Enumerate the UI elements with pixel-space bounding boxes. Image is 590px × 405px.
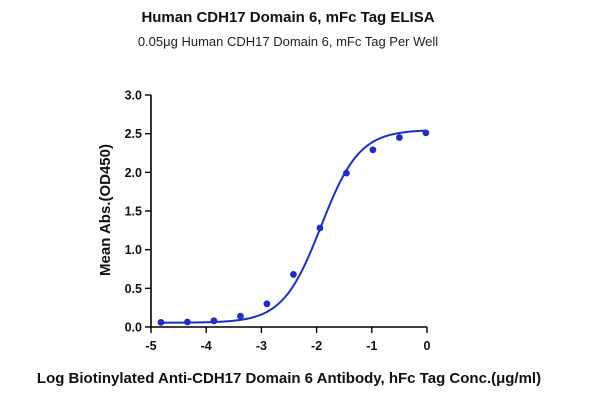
y-axis-title: Mean Abs.(OD450) — [97, 144, 114, 276]
data-point — [210, 317, 218, 325]
y-tick-label: 2.5 — [125, 127, 142, 141]
y-tick-label: 1.5 — [125, 205, 142, 219]
data-point — [343, 169, 350, 177]
data-point — [316, 224, 324, 232]
x-tick-label: 0 — [424, 339, 431, 353]
y-tick-label: 1.0 — [125, 243, 142, 257]
data-point — [396, 134, 403, 141]
data-point — [290, 271, 297, 278]
data-point — [263, 300, 271, 308]
data-point — [157, 318, 165, 326]
y-tick-label: 3.0 — [125, 89, 142, 103]
x-tick-label: -4 — [201, 339, 212, 353]
x-tick-label: -5 — [145, 339, 156, 353]
data-point — [237, 312, 244, 320]
x-axis-title: Log Biotinylated Anti-CDH17 Domain 6 Ant… — [37, 370, 541, 387]
chart-subtitle: 0.05μg Human CDH17 Domain 6, mFc Tag Per… — [138, 34, 438, 49]
fit-curve-layer — [160, 129, 426, 324]
y-tick-label: 0.5 — [125, 282, 142, 296]
data-point — [184, 318, 191, 326]
x-tick-label: -1 — [366, 339, 377, 353]
data-points-layer — [157, 129, 430, 326]
x-tick-label: -3 — [256, 339, 267, 353]
x-tick-label: -2 — [311, 339, 322, 353]
data-point — [369, 146, 377, 154]
ticks: 0.0 0.5 1.0 1.5 2.0 2.5 3.0 -5 -4 -3 -2 -1 0 — [125, 89, 431, 354]
fit-curve — [160, 129, 426, 324]
chart-title: Human CDH17 Domain 6, mFc Tag ELISA — [141, 9, 434, 26]
y-tick-label: 0.0 — [125, 321, 142, 335]
y-tick-label: 2.0 — [125, 166, 142, 180]
data-point — [422, 129, 430, 137]
